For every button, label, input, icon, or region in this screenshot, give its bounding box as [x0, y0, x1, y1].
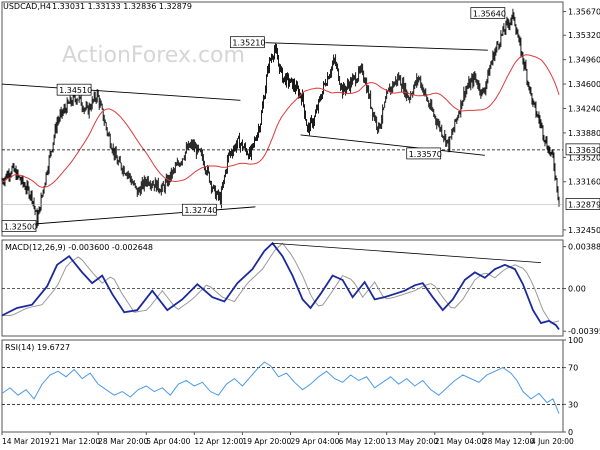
current-price-box	[565, 198, 600, 210]
macd-line	[1, 241, 560, 331]
x-axis-label: 29 Apr 04:00	[291, 437, 340, 446]
price-y-tick-label: 1.35670	[568, 7, 600, 16]
price-y-tick-label: 1.33520	[568, 153, 600, 162]
macd-y-tick-label: 0.00	[568, 285, 586, 294]
candles	[1, 8, 560, 229]
price-annotation-box	[181, 203, 217, 216]
price-pane-frame	[1, 1, 564, 237]
trendline-upper-right	[265, 42, 488, 51]
macd-divergence-line	[272, 242, 541, 264]
price-y-tick-label: 1.33880	[568, 129, 600, 138]
x-axis-label: 21 May 04:00	[435, 437, 487, 446]
price-y-tick-label: 1.33160	[568, 178, 600, 187]
current-price-label: 1.32879	[568, 201, 600, 210]
price-annotation-box	[56, 83, 92, 96]
rsi-y-tick-label: 30	[568, 400, 578, 409]
price-y-tick-label: 1.34600	[568, 80, 600, 89]
x-axis-label: 4 Jun 20:00	[531, 437, 574, 446]
rsi-pane-frame	[1, 339, 564, 433]
chart-header-ohlc: 1.33031 1.33133 1.32836 1.32879	[52, 2, 192, 11]
x-axis-label: 14 Mar 2019	[2, 437, 50, 446]
x-axis-label: 28 May 12:00	[483, 437, 535, 446]
rsi-y-tick-label: 70	[568, 364, 578, 373]
x-axis-label: 13 May 20:00	[387, 437, 439, 446]
x-axis-label: 12 Apr 12:00	[194, 437, 243, 446]
x-axis-label: 6 May 12:00	[339, 437, 386, 446]
rsi-line	[1, 361, 560, 414]
trendline-upper-left	[1, 83, 241, 101]
price-annotation-label: 1.35210	[232, 39, 265, 48]
price-annotation-box	[230, 36, 265, 49]
macd-signal-line	[2, 242, 560, 324]
marked-level-label: 1.33630	[568, 146, 600, 155]
price-annotation-label: 1.35640	[473, 10, 506, 19]
macd-title: MACD(12,26,9) -0.003600 -0.002648	[5, 243, 153, 252]
macd-y-tick-label: -0.003956	[568, 327, 600, 336]
rsi-y-tick-label: 0	[568, 428, 573, 437]
price-y-tick-label: 1.34240	[568, 104, 600, 113]
rsi-title: RSI(14) 19.6727	[5, 343, 70, 352]
price-annotation-label: 1.32740	[184, 206, 217, 215]
macd-y-tick-label: 0.003887	[568, 243, 600, 252]
moving-average-line	[1, 54, 560, 188]
price-annotation-box	[406, 147, 442, 160]
x-axis-label: 21 Mar 12:00	[50, 437, 100, 446]
x-axis-label: 19 Apr 20:00	[242, 437, 291, 446]
watermark: ActionForex.com	[62, 43, 245, 68]
price-annotation-label: 1.33570	[409, 150, 442, 159]
price-annotation-box	[470, 7, 506, 19]
marked-level-box	[565, 143, 600, 156]
rsi-y-tick-label: 100	[568, 336, 583, 345]
price-y-tick-label: 1.35320	[568, 31, 600, 40]
macd-pane-frame	[1, 239, 564, 337]
price-annotation-label: 1.34510	[59, 86, 92, 95]
x-axis-label: 5 Apr 04:00	[146, 437, 190, 446]
price-y-tick-label: 1.32450	[568, 226, 600, 235]
trendline-lower-right	[300, 134, 485, 156]
price-annotation-label: 1.32500	[4, 223, 37, 232]
price-annotation-box	[1, 220, 37, 232]
chart-header-symbol: USDCAD,H4	[3, 2, 51, 11]
price-y-tick-label: 1.34960	[568, 56, 600, 65]
x-axis-label: 28 Mar 20:00	[98, 437, 148, 446]
